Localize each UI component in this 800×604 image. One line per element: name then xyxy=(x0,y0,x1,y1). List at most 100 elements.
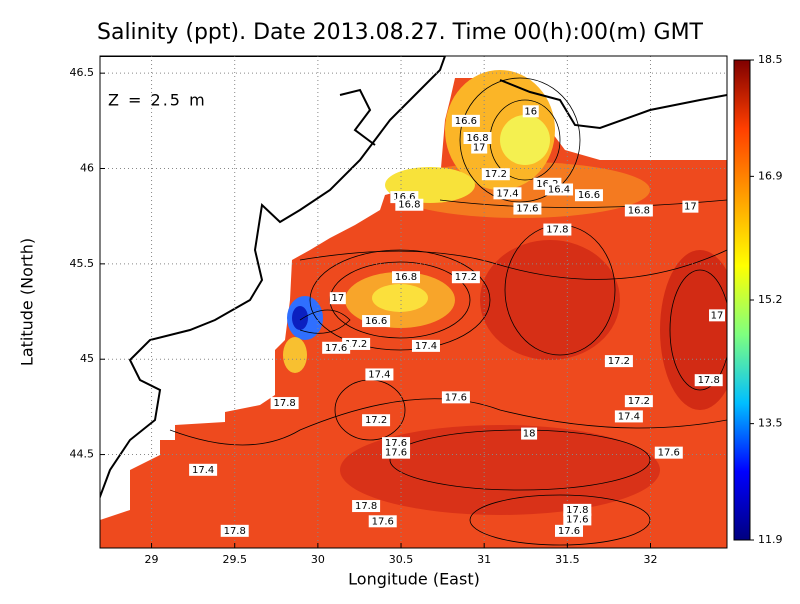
coastline xyxy=(499,79,727,130)
contour-label: 17.2 xyxy=(365,415,387,426)
salinity-patch xyxy=(372,284,428,312)
contour-label: 17.6 xyxy=(385,438,407,449)
contour-label: 16 xyxy=(524,106,537,117)
contour-label-box xyxy=(604,355,633,368)
salinity-patch xyxy=(660,250,727,410)
salinity-patch xyxy=(283,337,307,373)
contour-label-box xyxy=(574,189,603,202)
contour-label: 17 xyxy=(473,143,486,154)
contour-label: 17.8 xyxy=(355,501,377,512)
contour-label-box xyxy=(441,391,470,404)
contour-label: 16.8 xyxy=(395,272,417,283)
chart-title: Salinity (ppt). Date 2013.08.27. Time 00… xyxy=(97,20,704,45)
contour-label-box xyxy=(365,368,394,381)
contour-label-box xyxy=(451,114,480,127)
x-tick-label: 31.5 xyxy=(555,553,580,566)
contour-label-box xyxy=(563,503,592,516)
contour-label: 17.2 xyxy=(455,272,477,283)
contour-label-box xyxy=(543,223,572,236)
contour-label-box xyxy=(382,437,411,450)
contour-label-box xyxy=(522,105,539,118)
contour-label-box xyxy=(220,524,249,537)
contour-label-box xyxy=(471,141,488,154)
x-tick-label: 32 xyxy=(643,553,657,566)
contour-label: 17.2 xyxy=(628,396,650,407)
salinity-patch xyxy=(340,425,660,515)
contour-label: 17.8 xyxy=(273,398,295,409)
salinity-patch xyxy=(480,240,620,360)
contour-label: 17.8 xyxy=(224,526,246,537)
contour-label: 17.4 xyxy=(496,188,518,199)
colorbar-tick-label: 15.2 xyxy=(758,293,783,306)
contour-label-box xyxy=(513,202,542,215)
contour-label: 16.8 xyxy=(398,200,420,211)
contour-label: 17.6 xyxy=(385,448,407,459)
x-tick-label: 29.5 xyxy=(222,553,247,566)
contour-label-box xyxy=(614,410,643,423)
contour-label: 17.4 xyxy=(415,341,437,352)
colorbar-tick-label: 13.5 xyxy=(758,417,783,430)
contour-label-box xyxy=(545,183,574,196)
contour-label-box xyxy=(654,446,683,459)
contour-label-box xyxy=(563,513,592,526)
contour-label: 17.8 xyxy=(698,375,720,386)
contour-label-box xyxy=(382,446,411,459)
x-tick-label: 30.5 xyxy=(389,553,414,566)
contour-label: 16.6 xyxy=(578,190,600,201)
contour-labels: 1616.616.81717.216.216.416.617.416.81717… xyxy=(189,105,726,537)
contour-label: 17.6 xyxy=(566,514,588,525)
contour-label-box xyxy=(555,524,584,537)
contour-label: 17.8 xyxy=(566,505,588,516)
contour-label-box xyxy=(451,271,480,284)
contour-label: 17.6 xyxy=(658,448,680,459)
plot-frame xyxy=(99,55,728,549)
contour-label-box xyxy=(362,414,391,427)
contour-label: 16.6 xyxy=(455,116,477,127)
y-axis-label: Latitude (North) xyxy=(18,238,37,366)
colorbar-tick-label: 18.5 xyxy=(758,53,783,66)
coastline xyxy=(339,88,376,146)
grid xyxy=(100,56,727,548)
depth-annotation: Z = 2.5 m xyxy=(108,91,207,110)
contour-label: 16.4 xyxy=(548,184,570,195)
map-field xyxy=(100,56,727,548)
y-tick-label: 45 xyxy=(80,352,94,365)
contour-label: 16.8 xyxy=(466,133,488,144)
contour-label: 16.6 xyxy=(365,316,387,327)
contour-label: 17.6 xyxy=(516,204,538,215)
contour-label: 17.2 xyxy=(485,169,507,180)
contour-label: 18 xyxy=(523,429,536,440)
contour-label: 17 xyxy=(684,202,697,213)
contour-label-box xyxy=(682,200,699,213)
contour-label-box xyxy=(189,463,218,476)
contour-label: 17.6 xyxy=(372,516,394,527)
contour-label-box xyxy=(322,341,351,354)
x-tick-label: 29 xyxy=(145,553,159,566)
contour-lines xyxy=(169,77,727,546)
x-tick-label: 30 xyxy=(311,553,325,566)
contour-label-box xyxy=(709,309,726,322)
colorbar-tick-label: 11.9 xyxy=(758,533,783,546)
contour-label: 17 xyxy=(711,310,724,321)
contour-label-box xyxy=(624,395,653,408)
contour-label: 17.6 xyxy=(445,392,467,403)
contour-label-box xyxy=(463,132,492,144)
contour-label: 17.8 xyxy=(546,225,568,236)
contour-label: 17.6 xyxy=(558,526,580,537)
x-tick-label: 31 xyxy=(477,553,491,566)
contour-label-box xyxy=(392,271,421,284)
colorbar-tick-label: 16.9 xyxy=(758,169,783,182)
contour-label: 17.2 xyxy=(345,339,367,350)
contour-label-box xyxy=(481,168,510,181)
salinity-patch xyxy=(500,115,550,165)
contour-label-box xyxy=(362,315,391,328)
contour-label-box xyxy=(624,204,653,217)
contour-label: 17.4 xyxy=(618,411,640,422)
y-tick-label: 46.5 xyxy=(70,66,95,79)
contour-label-box xyxy=(368,515,397,528)
y-tick-label: 44.5 xyxy=(70,448,95,461)
contour-label: 17.6 xyxy=(325,343,347,354)
contour-label-box xyxy=(411,339,440,352)
y-tick-label: 45.5 xyxy=(70,257,95,270)
contour-label: 17.4 xyxy=(192,465,214,476)
